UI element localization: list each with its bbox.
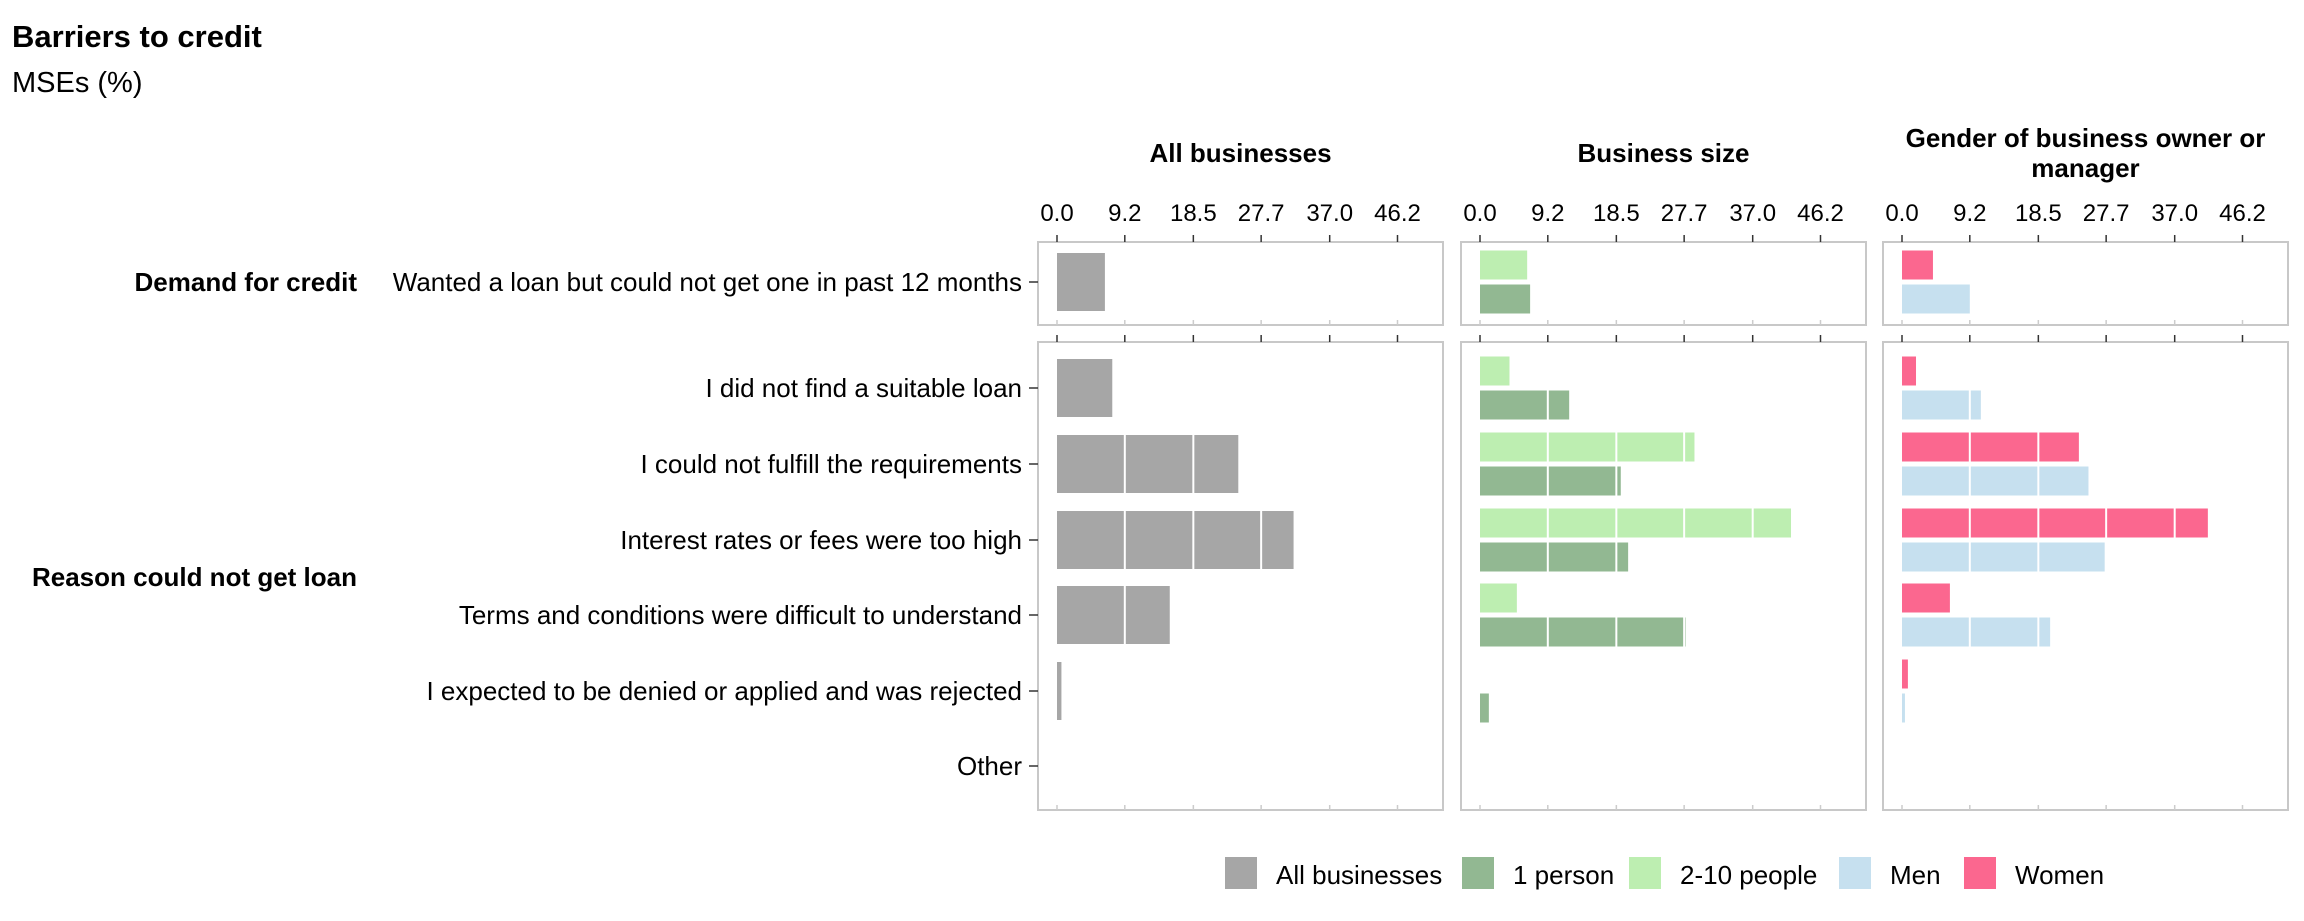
bar xyxy=(1480,390,1570,420)
facet-border xyxy=(1037,341,1444,811)
x-tick-label: 9.2 xyxy=(1108,200,1141,227)
bar xyxy=(1902,693,1905,723)
legend-label: Men xyxy=(1890,860,1941,890)
bar xyxy=(1057,253,1105,311)
group-label-demand: Demand for credit xyxy=(135,267,358,297)
bar xyxy=(1480,356,1510,386)
bar xyxy=(1902,356,1917,386)
x-tick-label: 37.0 xyxy=(1306,200,1353,227)
facet-reasons xyxy=(1882,335,2289,811)
bar xyxy=(1902,583,1950,613)
row-label: Interest rates or fees were too high xyxy=(620,525,1022,555)
x-tick-label: 9.2 xyxy=(1953,200,1986,227)
panel-title-gender-line2: manager xyxy=(2031,153,2139,183)
bar xyxy=(1480,508,1792,538)
x-tick-label: 46.2 xyxy=(2219,200,2266,227)
facet-reasons xyxy=(1460,335,1867,811)
bar xyxy=(1480,466,1621,496)
legend-item: 2-10 people xyxy=(1629,857,1817,890)
row-label: Wanted a loan but could not get one in p… xyxy=(393,267,1022,297)
facet-demand xyxy=(1460,235,1867,326)
legend-item: All businesses xyxy=(1225,857,1442,890)
legend-label: All businesses xyxy=(1276,860,1442,890)
facet-reasons xyxy=(1037,335,1444,811)
panel-1: 0.0 9.2 18.5 27.7 37.0 46.2 xyxy=(1460,200,1867,811)
bar xyxy=(1902,432,2079,462)
legend-label: 1 person xyxy=(1513,860,1614,890)
plot-area: All businesses Business size Gender of bus… xyxy=(32,123,2289,811)
bar xyxy=(1902,390,1981,420)
chart-subtitle: MSEs (%) xyxy=(12,67,143,99)
bar xyxy=(1902,284,1970,314)
bar xyxy=(1480,542,1629,572)
legend-swatch xyxy=(1629,857,1661,889)
bar xyxy=(1902,250,1933,280)
x-tick-label: 18.5 xyxy=(1593,200,1640,227)
legend-item: 1 person xyxy=(1462,857,1614,890)
bar xyxy=(1480,583,1517,613)
panel-0: 0.0 9.2 18.5 27.7 37.0 46.2 xyxy=(1037,200,1444,811)
bar xyxy=(1480,432,1695,462)
legend-swatch xyxy=(1462,857,1494,889)
bar xyxy=(1902,508,2208,538)
x-tick-label: 27.7 xyxy=(2083,200,2130,227)
x-tick-label: 0.0 xyxy=(1885,200,1918,227)
row-label: Other xyxy=(957,751,1022,781)
bar xyxy=(1057,662,1062,720)
x-tick-label: 9.2 xyxy=(1531,200,1564,227)
bar xyxy=(1057,586,1170,644)
legend-swatch xyxy=(1964,857,1996,889)
bar xyxy=(1480,617,1686,647)
legend-swatch xyxy=(1839,857,1871,889)
x-tick-label: 37.0 xyxy=(1729,200,1776,227)
bar xyxy=(1480,693,1489,723)
x-tick-label: 18.5 xyxy=(2015,200,2062,227)
x-tick-label: 18.5 xyxy=(1170,200,1217,227)
row-label: I could not fulfill the requirements xyxy=(640,449,1022,479)
bar xyxy=(1902,659,1908,689)
bar xyxy=(1902,617,2051,647)
x-tick-label: 0.0 xyxy=(1463,200,1496,227)
legend: All businesses 1 person 2-10 people Men Wome… xyxy=(1225,857,2104,890)
x-tick-label: 37.0 xyxy=(2151,200,2198,227)
legend-item: Men xyxy=(1839,857,1941,890)
bar xyxy=(1480,250,1528,280)
legend-swatch xyxy=(1225,857,1257,889)
legend-item: Women xyxy=(1964,857,2104,890)
x-tick-label: 27.7 xyxy=(1238,200,1285,227)
x-tick-label: 0.0 xyxy=(1040,200,1073,227)
bar xyxy=(1057,435,1239,493)
legend-label: 2-10 people xyxy=(1680,860,1817,890)
bar xyxy=(1902,542,2105,572)
panel-title-gender-line1: Gender of business owner or xyxy=(1906,123,2266,153)
row-label: I did not find a suitable loan xyxy=(705,373,1022,403)
panel-title-size: Business size xyxy=(1578,138,1750,168)
bar xyxy=(1902,466,2089,496)
facet-border xyxy=(1037,241,1444,326)
x-tick-label: 27.7 xyxy=(1661,200,1708,227)
facet-border xyxy=(1882,341,2289,811)
facet-border xyxy=(1460,341,1867,811)
panel-title-all: All businesses xyxy=(1149,138,1331,168)
x-tick-label: 46.2 xyxy=(1374,200,1421,227)
panel-2: 0.0 9.2 18.5 27.7 37.0 46.2 xyxy=(1882,200,2289,811)
facet-demand xyxy=(1037,235,1444,326)
chart-title: Barriers to credit xyxy=(12,19,262,54)
group-label-reasons: Reason could not get loan xyxy=(32,562,357,592)
facet-demand xyxy=(1882,235,2289,326)
row-label: Terms and conditions were difficult to u… xyxy=(459,600,1022,630)
bar xyxy=(1057,359,1113,417)
bar xyxy=(1057,511,1294,569)
row-label: I expected to be denied or applied and w… xyxy=(426,676,1022,706)
bar xyxy=(1480,284,1531,314)
legend-label: Women xyxy=(2015,860,2104,890)
panel-title-gender: Gender of business owner or manager xyxy=(1906,123,2266,183)
x-tick-label: 46.2 xyxy=(1797,200,1844,227)
